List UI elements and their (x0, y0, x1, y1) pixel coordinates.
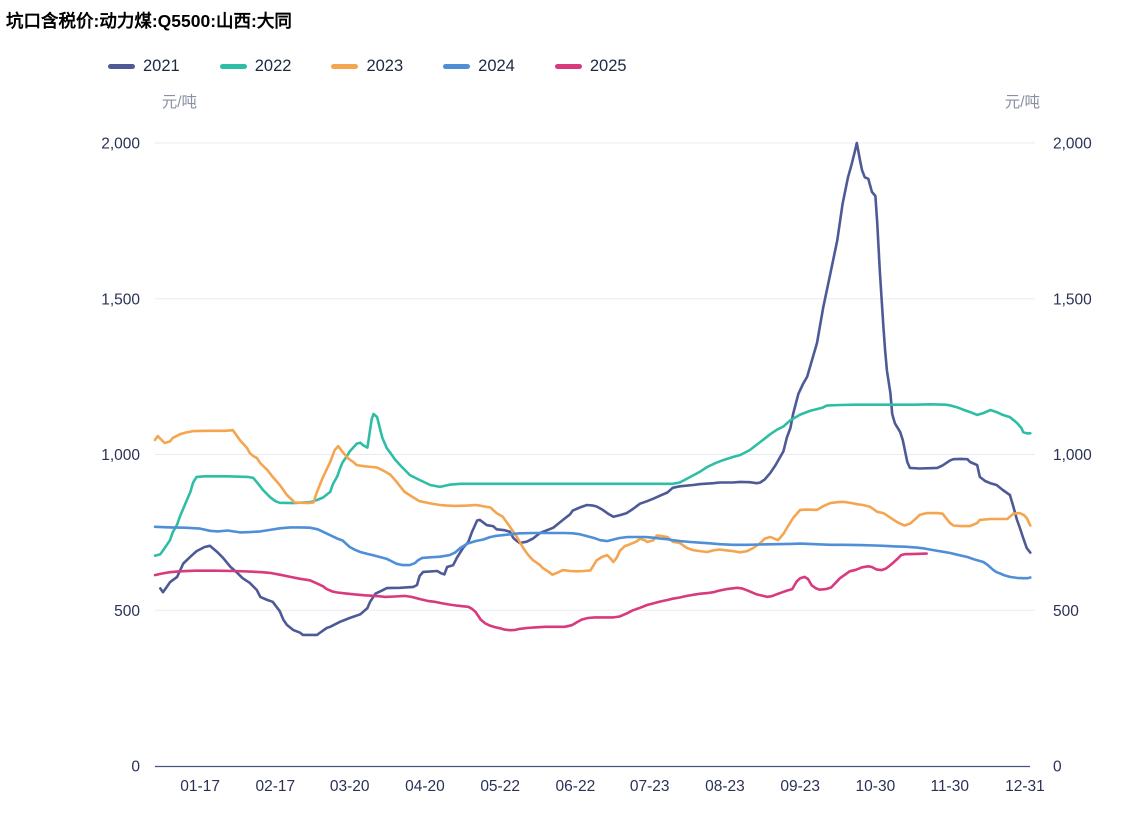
series-line-2023 (153, 428, 1032, 577)
legend-label: 2023 (366, 57, 404, 75)
unit-label-right: 元/吨 (1005, 93, 1040, 111)
legend-label: 2024 (478, 57, 515, 75)
x-axis-label-08-23: 08-23 (705, 778, 745, 795)
unit-label-left: 元/吨 (162, 93, 197, 111)
x-axis-label-03-20: 03-20 (330, 778, 370, 795)
x-axis-label-06-22: 06-22 (556, 778, 596, 795)
x-axis-label-01-17: 01-17 (180, 778, 220, 795)
y-axis-label-right-1500: 1,500 (1053, 291, 1092, 308)
y-axis-label-left-0: 0 (131, 759, 140, 776)
x-axis-label-02-17: 02-17 (256, 778, 296, 795)
legend-swatch-2024 (443, 64, 471, 69)
legend-label: 2021 (143, 57, 180, 75)
chart-title: 坑口含税价:动力煤:Q5500:山西:大同 (6, 11, 292, 31)
y-axis-label-right-500: 500 (1053, 603, 1079, 620)
legend-item-2022[interactable]: 2022 (219, 57, 292, 76)
x-axis-label-07-23: 07-23 (630, 778, 670, 795)
series-line-2024 (153, 525, 1032, 580)
y-axis-label-left-500: 500 (114, 603, 140, 620)
chart-legend: 2021 2022 2023 2024 2025 (108, 57, 627, 76)
y-axis-label-right-0: 0 (1053, 759, 1062, 776)
legend-label: 2025 (589, 57, 627, 75)
legend-swatch-2023 (331, 64, 359, 69)
legend-swatch-2022 (219, 64, 247, 69)
x-axis-label-11-30: 11-30 (930, 778, 969, 795)
x-axis-label-12-31: 12-31 (1005, 778, 1045, 795)
legend-label: 2022 (254, 57, 292, 75)
x-axis-label-10-30: 10-30 (856, 778, 896, 795)
y-axis-label-left-2000: 2,000 (101, 136, 140, 153)
y-axis-label-right-1000: 1,000 (1053, 447, 1092, 464)
series-line-2022 (153, 402, 1032, 558)
legend-item-2024[interactable]: 2024 (443, 57, 515, 76)
x-axis-label-05-22: 05-22 (480, 778, 520, 795)
legend-item-2025[interactable]: 2025 (554, 57, 627, 76)
legend-item-2021[interactable]: 2021 (108, 57, 180, 76)
y-axis-label-right-2000: 2,000 (1053, 136, 1092, 153)
legend-item-2023[interactable]: 2023 (331, 57, 403, 76)
y-axis-label-left-1500: 1,500 (101, 291, 140, 308)
series-line-2025 (153, 552, 929, 632)
series-line-2021 (159, 141, 1032, 637)
legend-swatch-2021 (108, 64, 135, 69)
legend-swatch-2025 (554, 64, 582, 69)
y-axis-label-left-1000: 1,000 (101, 447, 140, 464)
x-axis-label-04-20: 04-20 (405, 778, 445, 795)
x-axis-label-09-23: 09-23 (780, 778, 820, 795)
